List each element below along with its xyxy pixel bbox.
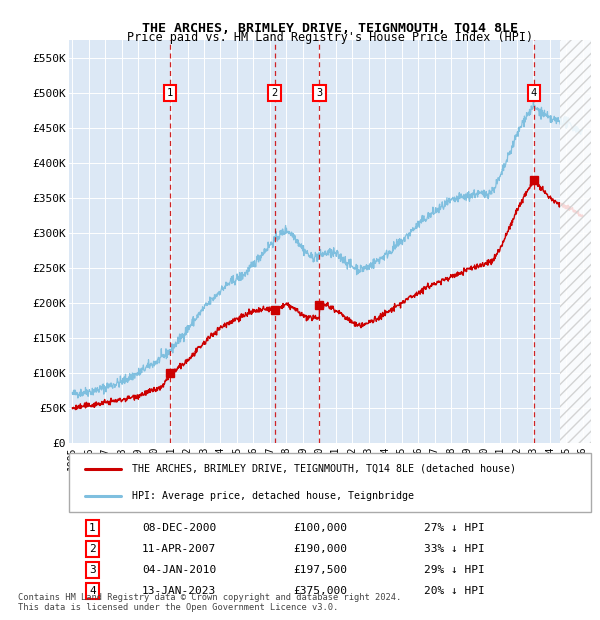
Text: 04-JAN-2010: 04-JAN-2010 — [142, 565, 217, 575]
Text: 11-APR-2007: 11-APR-2007 — [142, 544, 217, 554]
Text: £190,000: £190,000 — [293, 544, 347, 554]
Text: THE ARCHES, BRIMLEY DRIVE, TEIGNMOUTH, TQ14 8LE (detached house): THE ARCHES, BRIMLEY DRIVE, TEIGNMOUTH, T… — [131, 464, 515, 474]
Text: 2: 2 — [271, 88, 278, 98]
Text: 08-DEC-2000: 08-DEC-2000 — [142, 523, 217, 533]
Text: £375,000: £375,000 — [293, 586, 347, 596]
Text: 29% ↓ HPI: 29% ↓ HPI — [424, 565, 485, 575]
Text: 13-JAN-2023: 13-JAN-2023 — [142, 586, 217, 596]
FancyBboxPatch shape — [69, 453, 591, 511]
Text: 1: 1 — [89, 523, 96, 533]
Text: Contains HM Land Registry data © Crown copyright and database right 2024.
This d: Contains HM Land Registry data © Crown c… — [18, 593, 401, 612]
Text: 2: 2 — [89, 544, 96, 554]
Text: 20% ↓ HPI: 20% ↓ HPI — [424, 586, 485, 596]
Text: 27% ↓ HPI: 27% ↓ HPI — [424, 523, 485, 533]
Text: Price paid vs. HM Land Registry's House Price Index (HPI): Price paid vs. HM Land Registry's House … — [127, 31, 533, 44]
Text: £100,000: £100,000 — [293, 523, 347, 533]
Text: HPI: Average price, detached house, Teignbridge: HPI: Average price, detached house, Teig… — [131, 490, 413, 500]
Text: THE ARCHES, BRIMLEY DRIVE, TEIGNMOUTH, TQ14 8LE: THE ARCHES, BRIMLEY DRIVE, TEIGNMOUTH, T… — [142, 22, 518, 35]
Text: 1: 1 — [167, 88, 173, 98]
Text: £197,500: £197,500 — [293, 565, 347, 575]
Text: 3: 3 — [89, 565, 96, 575]
Text: 33% ↓ HPI: 33% ↓ HPI — [424, 544, 485, 554]
Bar — [560, 40, 591, 443]
Text: 3: 3 — [316, 88, 323, 98]
Text: 4: 4 — [89, 586, 96, 596]
Text: 4: 4 — [531, 88, 537, 98]
